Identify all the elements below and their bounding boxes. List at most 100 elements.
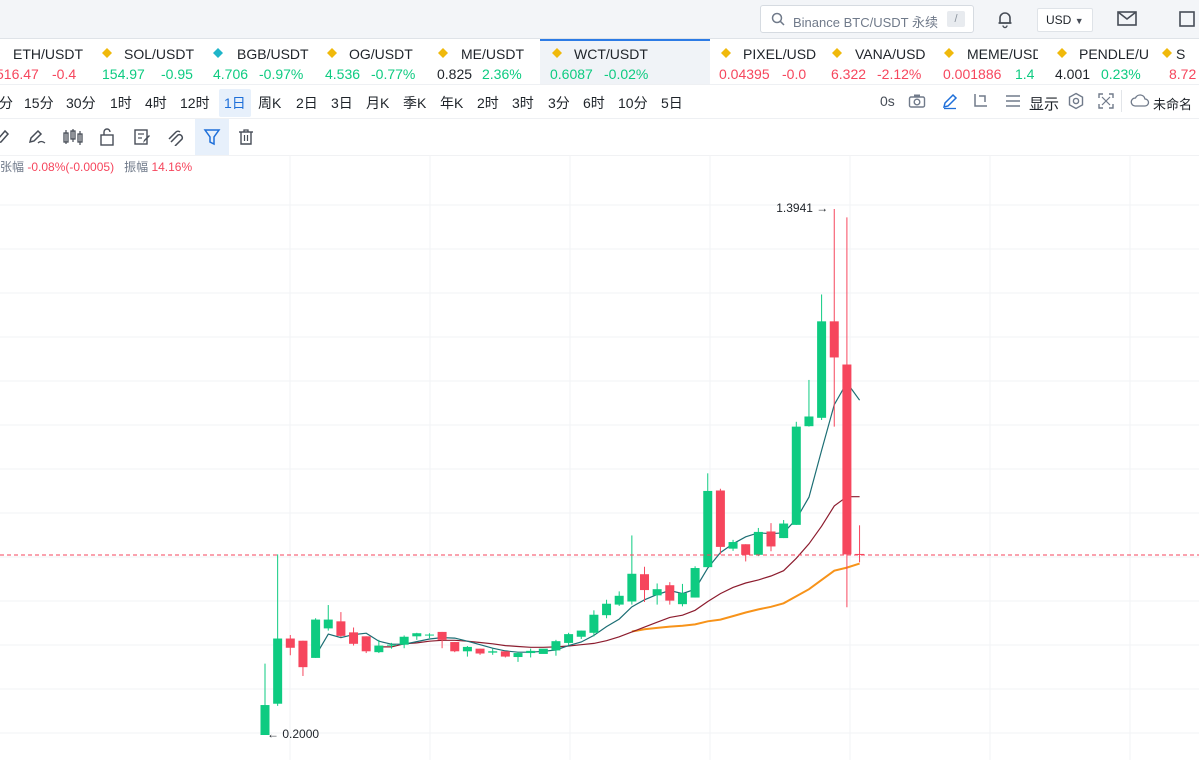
lock-icon[interactable]: [99, 128, 115, 146]
bnb-icon: [944, 48, 954, 58]
candle-body: [526, 650, 536, 654]
candle-body: [564, 634, 574, 643]
ticker-item[interactable]: SOL/USDT 154.97 -0.95: [92, 39, 204, 84]
candle-body: [500, 651, 510, 657]
candle-body: [804, 416, 814, 427]
timeframe-option[interactable]: 6时: [583, 95, 605, 111]
list-icon[interactable]: [1004, 93, 1022, 109]
ticker-name: PIXEL/USD: [743, 46, 817, 62]
trash-icon[interactable]: [237, 128, 255, 146]
ticker-change: -0.0: [782, 66, 807, 82]
ticker-item-active[interactable]: WCT/USDT 0.6087 -0.02%: [540, 39, 710, 84]
search-shortcut: /: [947, 11, 965, 27]
ticker-item[interactable]: PIXEL/USD 0.04395 -0.0: [710, 39, 820, 84]
timeframe-option[interactable]: 2时: [477, 95, 499, 111]
ticker-item[interactable]: S 8.72: [1158, 39, 1199, 84]
ticker-item[interactable]: BGB/USDT 4.706 -0.97%: [204, 39, 316, 84]
candle-info-line: 张幅 -0.08%(-0.0005) 振幅 14.16%: [0, 158, 192, 175]
timeframe-option[interactable]: 15分: [24, 95, 54, 111]
timeframe-option[interactable]: 3分: [548, 95, 570, 111]
edit-note-icon[interactable]: [133, 128, 151, 146]
cloud-icon[interactable]: [1130, 93, 1150, 109]
ticker-item[interactable]: ME/USDT 0.825 2.36%: [428, 39, 540, 84]
ticker-item[interactable]: PENDLE/U 4.001 0.23%: [1046, 39, 1152, 84]
ticker-item[interactable]: OG/USDT 4.536 -0.77%: [316, 39, 428, 84]
candle-body: [285, 638, 295, 648]
timeframe-option[interactable]: 年K: [440, 95, 464, 111]
symbol-search-input[interactable]: Binance BTC/USDT 永续 /: [760, 5, 974, 33]
timeframe-option[interactable]: 分: [0, 95, 13, 111]
ma-long-line: [631, 562, 860, 633]
camera-icon[interactable]: [908, 93, 926, 109]
candle-body: [766, 531, 776, 547]
display-button[interactable]: 显示: [1029, 96, 1060, 113]
candle-body: [791, 426, 801, 525]
candle-body: [652, 589, 662, 596]
crop-icon[interactable]: [971, 92, 989, 110]
top-bar: Binance BTC/USDT 永续 / USD ▼: [0, 0, 1199, 39]
timeframe-option[interactable]: 30分: [66, 95, 96, 111]
amplitude-label: 振幅: [124, 160, 149, 174]
bnb-icon: [721, 48, 731, 58]
chevron-down-icon: ▼: [1074, 16, 1084, 26]
brush-icon[interactable]: [27, 128, 47, 146]
candle-body: [273, 638, 283, 704]
timeframe-option[interactable]: 12时: [180, 95, 210, 111]
candle-body: [728, 542, 738, 549]
candle-body: [424, 634, 434, 636]
ticker-name: OG/USDT: [349, 46, 413, 62]
gear-icon[interactable]: [1067, 92, 1085, 110]
ticker-item[interactable]: VANA/USD 6.322 -2.12%: [822, 39, 930, 84]
search-placeholder: Binance BTC/USDT 永续: [793, 15, 938, 30]
candle-body: [817, 321, 827, 418]
pencil-icon[interactable]: [941, 92, 959, 110]
timeframe-option[interactable]: 3日: [331, 95, 353, 111]
ticker-name: BGB/USDT: [237, 46, 309, 62]
mail-icon[interactable]: [1116, 9, 1138, 29]
bnb-icon: [438, 48, 448, 58]
ticker-item[interactable]: ETH/USDT 516.47 -0.4: [0, 39, 92, 84]
candle-body: [361, 636, 371, 652]
ticker-price: 0.04395: [719, 66, 770, 82]
bnb-icon: [1162, 48, 1172, 58]
currency-select[interactable]: USD ▼: [1037, 8, 1093, 32]
candle-body: [412, 633, 422, 637]
ticker-price: 0.001886: [943, 66, 1002, 82]
candle-body: [703, 490, 713, 568]
ticker-item[interactable]: MEME/USD 0.001886 1.4: [934, 39, 1038, 84]
candle-body: [336, 621, 346, 636]
timeframe-option[interactable]: 3时: [512, 95, 534, 111]
ticker-change: -0.95: [161, 66, 193, 82]
candlestick-chart[interactable]: [0, 155, 1199, 760]
magnet-icon[interactable]: [167, 128, 185, 146]
candlestick-icon[interactable]: [62, 128, 84, 146]
arrow-left-icon: ←: [267, 727, 279, 741]
timeframe-option-selected[interactable]: 1日: [219, 89, 251, 117]
candle-body: [260, 705, 270, 735]
candle-body: [576, 630, 586, 637]
bnb-icon: [832, 48, 842, 58]
layout-name[interactable]: 未命名: [1153, 97, 1193, 112]
candle-body: [475, 648, 485, 654]
candle-body: [488, 651, 498, 653]
timeframe-option[interactable]: 1时: [110, 95, 132, 111]
filter-icon[interactable]: [203, 128, 221, 146]
timeframe-option[interactable]: 季K: [403, 95, 427, 111]
timeframe-option[interactable]: 4时: [145, 95, 167, 111]
bell-icon[interactable]: [995, 9, 1015, 29]
pencil-icon[interactable]: [0, 128, 10, 146]
timeframe-option[interactable]: 10分: [618, 95, 648, 111]
fullscreen-icon[interactable]: [1098, 93, 1114, 109]
window-icon[interactable]: [1178, 9, 1196, 29]
timeframe-option[interactable]: 5日: [661, 95, 683, 111]
candle-body: [538, 648, 548, 654]
candle-body: [323, 619, 333, 629]
timeframe-option[interactable]: 周K: [258, 95, 282, 111]
timeframe-option[interactable]: 月K: [366, 95, 390, 111]
candle-body: [855, 553, 865, 555]
countdown: 0s: [880, 93, 895, 109]
high-price-value: 1.3941: [776, 201, 813, 215]
ticker-name: MEME/USD: [967, 46, 1038, 62]
ma-short-line: [315, 381, 861, 657]
timeframe-option[interactable]: 2日: [296, 95, 318, 111]
